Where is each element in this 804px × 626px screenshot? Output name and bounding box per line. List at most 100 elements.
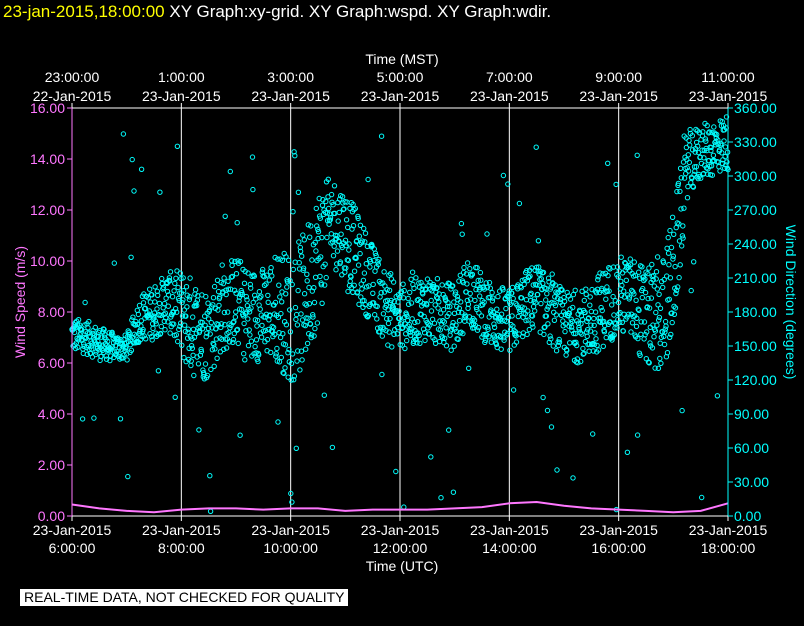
wdir-point	[450, 283, 456, 289]
wdir-point	[211, 363, 217, 369]
wdir-point	[243, 293, 250, 300]
wdir-point	[297, 248, 304, 255]
wdir-point	[574, 356, 581, 362]
wdir-point	[162, 327, 168, 333]
wdir-point	[664, 245, 670, 252]
wdir-point	[497, 334, 503, 340]
wdir-point	[532, 308, 538, 314]
wdir-point	[528, 290, 534, 296]
wdir-point	[352, 205, 358, 212]
wdir-point	[172, 394, 178, 400]
wdir-point	[489, 289, 495, 296]
wdir-point	[126, 331, 132, 338]
wdir-point	[655, 302, 661, 308]
wdir-point	[315, 226, 321, 233]
wdir-point	[150, 325, 156, 332]
wdir-point	[611, 312, 617, 318]
wdir-point	[157, 330, 164, 337]
wdir-point	[289, 281, 295, 288]
wdir-point	[464, 281, 470, 287]
wdir-point	[171, 288, 177, 294]
top-axis-tick-date: 23-Jan-2015	[361, 88, 440, 104]
wdir-point	[207, 331, 213, 337]
wdir-point	[169, 294, 176, 300]
wdir-point	[219, 336, 225, 342]
wdir-point	[357, 222, 364, 229]
bottom-axis-tick-date: 23-Jan-2015	[33, 522, 112, 538]
wdir-point	[167, 269, 174, 275]
wdir-point	[619, 319, 625, 326]
wdir-point	[544, 407, 551, 414]
wdir-point	[451, 299, 457, 305]
wdir-point	[440, 307, 447, 313]
wdir-point	[93, 351, 99, 358]
wdir-point	[461, 264, 467, 271]
wdir-point	[293, 311, 300, 318]
wdir-point	[362, 230, 369, 236]
wdir-point	[376, 256, 382, 263]
wdir-point	[503, 318, 509, 325]
wdir-point	[140, 300, 147, 306]
wdir-point	[574, 342, 580, 349]
wdir-point	[467, 290, 473, 297]
wdir-point	[552, 282, 558, 288]
wdir-point	[437, 327, 443, 333]
wdir-point	[311, 333, 317, 339]
wdir-point	[277, 294, 283, 300]
wdir-point	[452, 289, 459, 295]
wdir-point	[175, 284, 181, 291]
wdir-point	[676, 274, 682, 281]
wdir-point	[717, 168, 723, 174]
bottom-axis-tick-date: 23-Jan-2015	[251, 522, 330, 538]
wdir-point	[204, 330, 210, 336]
wdir-point	[223, 345, 230, 351]
wdir-point	[237, 258, 244, 265]
wdir-point	[177, 270, 184, 276]
wdir-point	[446, 310, 452, 317]
wdir-point	[203, 334, 209, 340]
wdir-point	[543, 297, 549, 303]
wdir-point	[170, 309, 177, 316]
wdir-point	[290, 266, 296, 273]
wdir-point	[261, 282, 268, 288]
wdir-point	[611, 320, 618, 326]
wdir-point	[657, 355, 663, 362]
wdir-point	[559, 287, 565, 293]
wdir-point	[582, 309, 588, 316]
wdir-point	[231, 287, 238, 293]
wdir-point	[255, 358, 261, 365]
wdir-point	[336, 238, 342, 244]
wdir-point	[642, 289, 649, 296]
wdir-point	[591, 341, 598, 348]
wdir-point	[498, 311, 505, 317]
wdir-point	[173, 332, 180, 338]
wdir-point	[482, 323, 488, 330]
wdir-point	[443, 343, 450, 349]
wdir-point	[180, 275, 186, 281]
right-axis-tick-label: 240.00	[734, 236, 777, 252]
wdir-point	[552, 294, 558, 300]
wdir-point	[400, 281, 406, 287]
wdir-point	[634, 432, 641, 438]
wdir-point	[366, 283, 372, 289]
wdir-point	[296, 239, 302, 245]
wdir-point	[292, 153, 298, 159]
wdir-point	[678, 206, 684, 212]
wdir-point	[198, 346, 204, 353]
wdir-point	[646, 265, 652, 271]
wdir-point	[120, 131, 127, 137]
wdir-point	[590, 348, 597, 354]
wdir-point	[351, 282, 357, 288]
wdir-point	[230, 339, 236, 346]
bottom-axis-tick-time: 6:00:00	[49, 540, 96, 556]
wdir-point	[346, 247, 352, 253]
wdir-point	[628, 329, 634, 335]
wdir-point	[345, 257, 352, 264]
wdir-point	[518, 295, 525, 301]
wdir-point	[714, 131, 720, 138]
wdir-point	[318, 254, 324, 260]
right-axis-tick-label: 270.00	[734, 202, 777, 218]
wdir-point	[155, 368, 162, 374]
wdir-point	[696, 130, 703, 136]
wdir-point	[649, 345, 656, 351]
